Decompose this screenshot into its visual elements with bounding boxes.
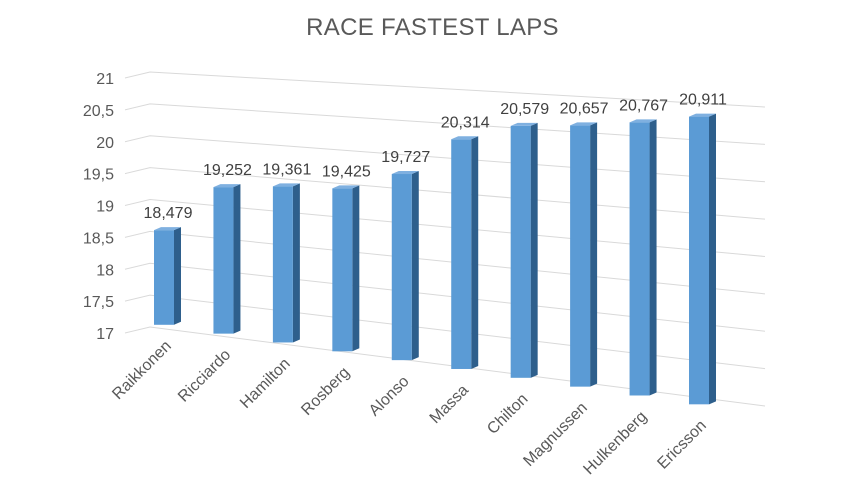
gridline	[124, 103, 766, 145]
bar-top	[391, 171, 419, 175]
bar-front	[154, 230, 174, 325]
x-tick-label: Massa	[427, 382, 472, 427]
data-label: 19,425	[322, 163, 371, 180]
bar	[629, 119, 657, 396]
x-tick-label: Alonso	[366, 373, 413, 420]
bar-top	[451, 136, 479, 140]
y-tick-label: 20	[96, 135, 114, 152]
bar-side	[411, 171, 419, 361]
bar-front	[213, 187, 234, 334]
bar-side	[530, 122, 538, 378]
gridline	[124, 326, 766, 407]
data-label: 18,479	[144, 205, 193, 222]
y-tick-label: 17,5	[83, 294, 114, 311]
bar-top	[510, 122, 538, 126]
bar-side	[174, 227, 181, 325]
bar-side	[233, 184, 241, 334]
x-tick-label: Ericsson	[654, 417, 709, 472]
gridline	[124, 71, 766, 108]
x-tick-label: Rosberg	[298, 364, 353, 419]
y-tick-label: 19,5	[83, 167, 114, 184]
bar-top	[570, 122, 598, 126]
bar	[391, 171, 419, 361]
bar-side	[649, 119, 657, 396]
y-tick-label: 18	[96, 262, 114, 279]
data-label: 20,767	[619, 97, 668, 114]
bar-top	[272, 183, 300, 187]
bar-front	[391, 174, 412, 361]
bar-front	[689, 116, 709, 405]
bar-top	[213, 184, 241, 188]
data-label: 19,361	[262, 161, 311, 178]
bar	[213, 184, 241, 334]
data-label: 19,252	[203, 162, 252, 179]
bar	[332, 185, 360, 352]
bar	[451, 136, 479, 369]
x-tick-label: Chilton	[484, 391, 531, 438]
bar	[510, 122, 538, 378]
y-tick-label: 17	[96, 326, 114, 343]
x-tick-label: Hamilton	[237, 355, 294, 412]
bar-side	[352, 185, 360, 352]
y-tick-label: 20,5	[83, 103, 114, 120]
gridline	[124, 262, 766, 332]
x-tick-label: Magnussen	[520, 399, 591, 470]
bar	[272, 183, 300, 343]
gridline	[124, 135, 766, 183]
bar-side	[471, 136, 479, 369]
chart-title: RACE FASTEST LAPS	[306, 14, 559, 41]
data-label: 20,579	[500, 101, 549, 118]
bar-front	[629, 122, 650, 396]
gridline	[124, 230, 766, 295]
data-label: 20,314	[441, 114, 490, 131]
x-tick-label: Ricciardo	[175, 346, 234, 405]
x-tick-label: Hulkenberg	[581, 408, 651, 478]
bar-top	[154, 227, 181, 231]
bar	[689, 113, 716, 405]
bar-side	[590, 122, 598, 387]
bar	[570, 122, 598, 387]
bar	[154, 227, 181, 325]
gridline	[124, 198, 766, 257]
bar-front	[510, 125, 531, 378]
bar-front	[570, 125, 591, 387]
y-tick-label: 21	[96, 71, 114, 88]
gridline	[124, 294, 766, 370]
bar-side	[292, 183, 300, 343]
bar-top	[689, 113, 716, 117]
gridline	[124, 167, 766, 220]
bar-front	[332, 188, 353, 352]
x-tick-label: Raikkonen	[109, 338, 174, 403]
bar-side	[709, 113, 716, 405]
bar-top	[332, 185, 360, 189]
data-label: 20,911	[679, 92, 727, 109]
bar-front	[451, 139, 472, 369]
data-label: 19,727	[381, 149, 430, 166]
bar-front	[272, 186, 293, 343]
data-label: 20,657	[560, 100, 609, 117]
bar-top	[629, 119, 657, 123]
y-tick-label: 18,5	[83, 230, 114, 247]
y-tick-label: 19	[96, 199, 114, 216]
